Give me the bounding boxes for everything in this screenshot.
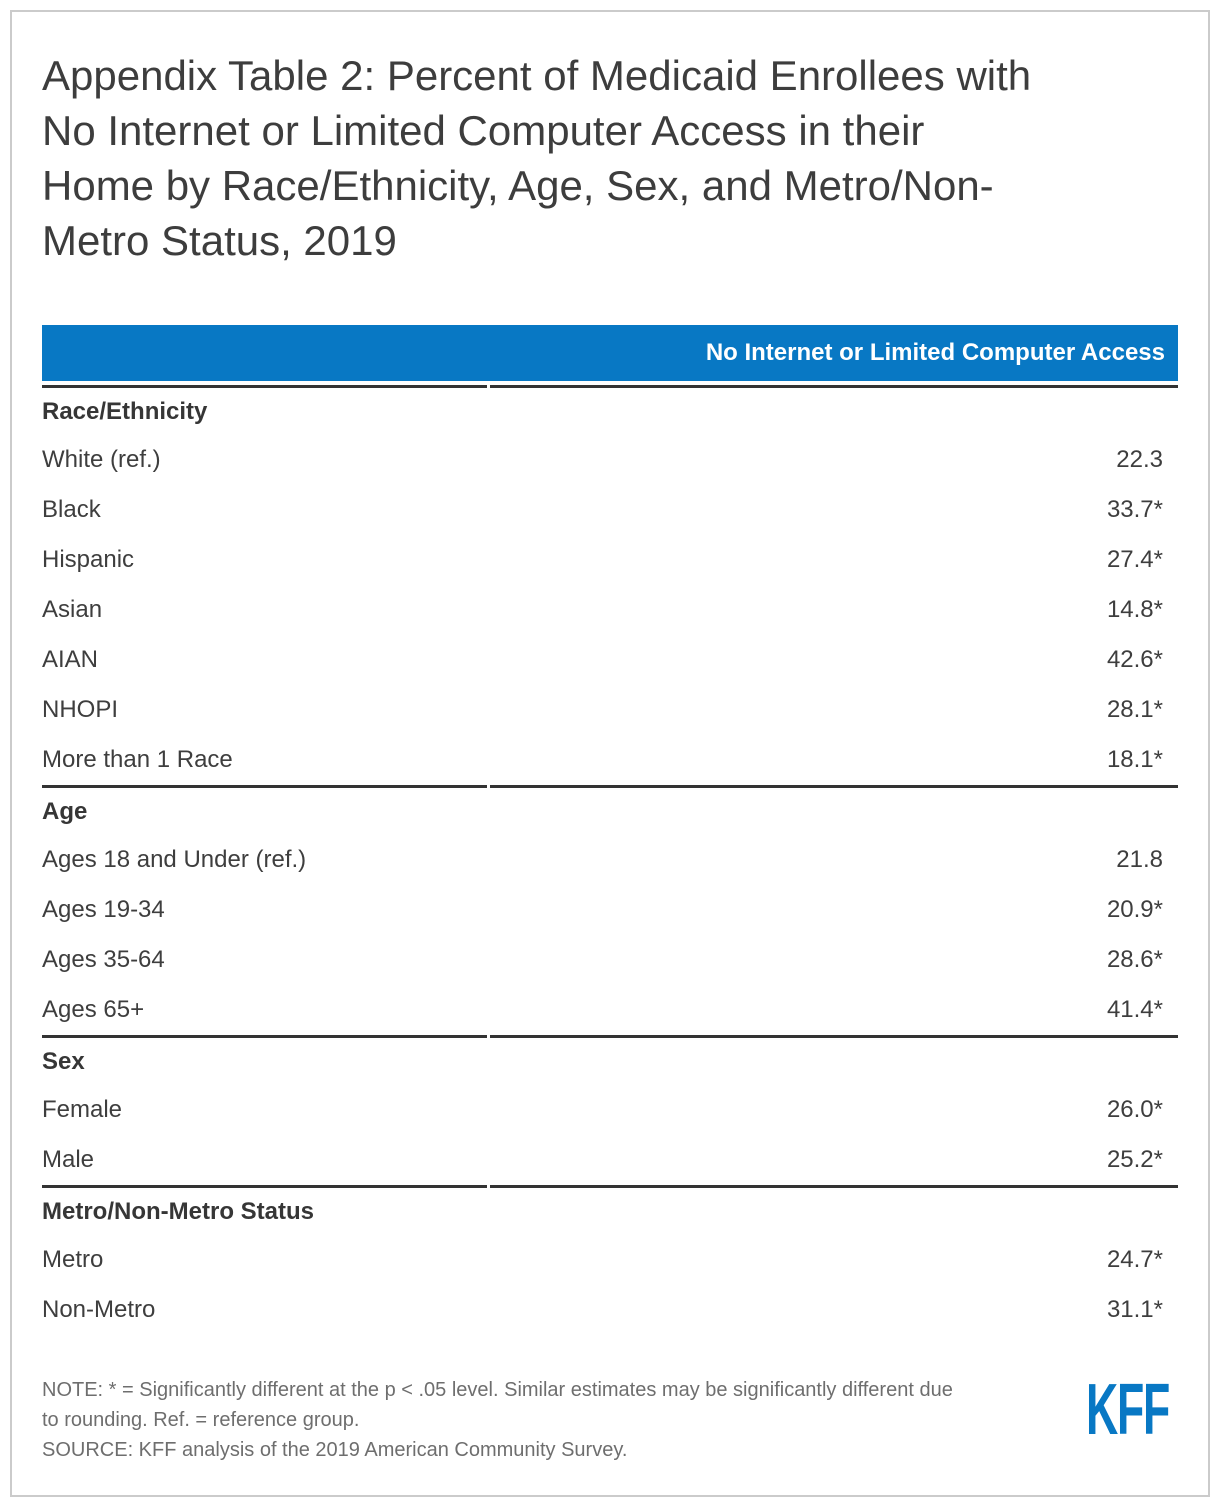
row-label: White (ref.) (42, 435, 487, 485)
section-header-row: Metro/Non-Metro Status (42, 1185, 1178, 1235)
section-value-spacer (490, 1035, 1178, 1085)
row-label: NHOPI (42, 685, 487, 735)
table-row: AIAN 42.6* (42, 635, 1178, 685)
table-row: Non-Metro 31.1* (42, 1285, 1178, 1335)
table-row: White (ref.) 22.3 (42, 435, 1178, 485)
table-row: Male 25.2* (42, 1135, 1178, 1185)
row-value: 41.4* (490, 985, 1178, 1035)
row-label: Ages 35-64 (42, 935, 487, 985)
section-title: Metro/Non-Metro Status (42, 1185, 487, 1235)
section-header-row: Age (42, 785, 1178, 835)
table-row: Asian 14.8* (42, 585, 1178, 635)
row-label: AIAN (42, 635, 487, 685)
row-value: 14.8* (490, 585, 1178, 635)
section-value-spacer (490, 1185, 1178, 1235)
row-label: Asian (42, 585, 487, 635)
table-row: Ages 65+ 41.4* (42, 985, 1178, 1035)
row-value: 33.7* (490, 485, 1178, 535)
section-title: Age (42, 785, 487, 835)
row-label: Ages 19-34 (42, 885, 487, 935)
row-value: 25.2* (490, 1135, 1178, 1185)
row-value: 28.1* (490, 685, 1178, 735)
data-table: No Internet or Limited Computer Access R… (42, 325, 1178, 1335)
note-text: NOTE: * = Significantly different at the… (42, 1379, 953, 1431)
table-row: Hispanic 27.4* (42, 535, 1178, 585)
row-value: 20.9* (490, 885, 1178, 935)
row-label: Ages 18 and Under (ref.) (42, 835, 487, 885)
row-label: Non-Metro (42, 1285, 487, 1335)
row-label: Black (42, 485, 487, 535)
table-row: Metro 24.7* (42, 1235, 1178, 1285)
row-value: 28.6* (490, 935, 1178, 985)
source-text: SOURCE: KFF analysis of the 2019 America… (42, 1439, 628, 1461)
table-body: Race/Ethnicity White (ref.) 22.3 Black 33.7*… (42, 385, 1178, 1335)
row-value: 21.8 (490, 835, 1178, 885)
row-value: 26.0* (490, 1085, 1178, 1135)
section-value-spacer (490, 785, 1178, 835)
table-column-header: No Internet or Limited Computer Access (42, 325, 1178, 381)
table-row: More than 1 Race 18.1* (42, 735, 1178, 785)
section-title: Sex (42, 1035, 487, 1085)
row-label: Ages 65+ (42, 985, 487, 1035)
section-title: Race/Ethnicity (42, 385, 487, 435)
section-header-row: Sex (42, 1035, 1178, 1085)
table-row: NHOPI 28.1* (42, 685, 1178, 735)
footer-notes: NOTE: * = Significantly different at the… (42, 1375, 1054, 1465)
page-title: Appendix Table 2: Percent of Medicaid En… (42, 52, 1032, 264)
row-value: 42.6* (490, 635, 1178, 685)
row-label: Metro (42, 1235, 487, 1285)
table-row: Ages 19-34 20.9* (42, 885, 1178, 935)
table-row: Female 26.0* (42, 1085, 1178, 1135)
kff-logo: KFF (1086, 1370, 1170, 1450)
row-label: Female (42, 1085, 487, 1135)
table-row: Ages 35-64 28.6* (42, 935, 1178, 985)
page-frame: Appendix Table 2: Percent of Medicaid En… (10, 10, 1210, 1497)
row-value: 22.3 (490, 435, 1178, 485)
row-value: 27.4* (490, 535, 1178, 585)
row-value: 31.1* (490, 1285, 1178, 1335)
table-row: Ages 18 and Under (ref.) 21.8 (42, 835, 1178, 885)
section-value-spacer (490, 385, 1178, 435)
row-value: 18.1* (490, 735, 1178, 785)
section-header-row: Race/Ethnicity (42, 385, 1178, 435)
row-label: Hispanic (42, 535, 487, 585)
row-label: More than 1 Race (42, 735, 487, 785)
table-row: Black 33.7* (42, 485, 1178, 535)
row-label: Male (42, 1135, 487, 1185)
row-value: 24.7* (490, 1235, 1178, 1285)
